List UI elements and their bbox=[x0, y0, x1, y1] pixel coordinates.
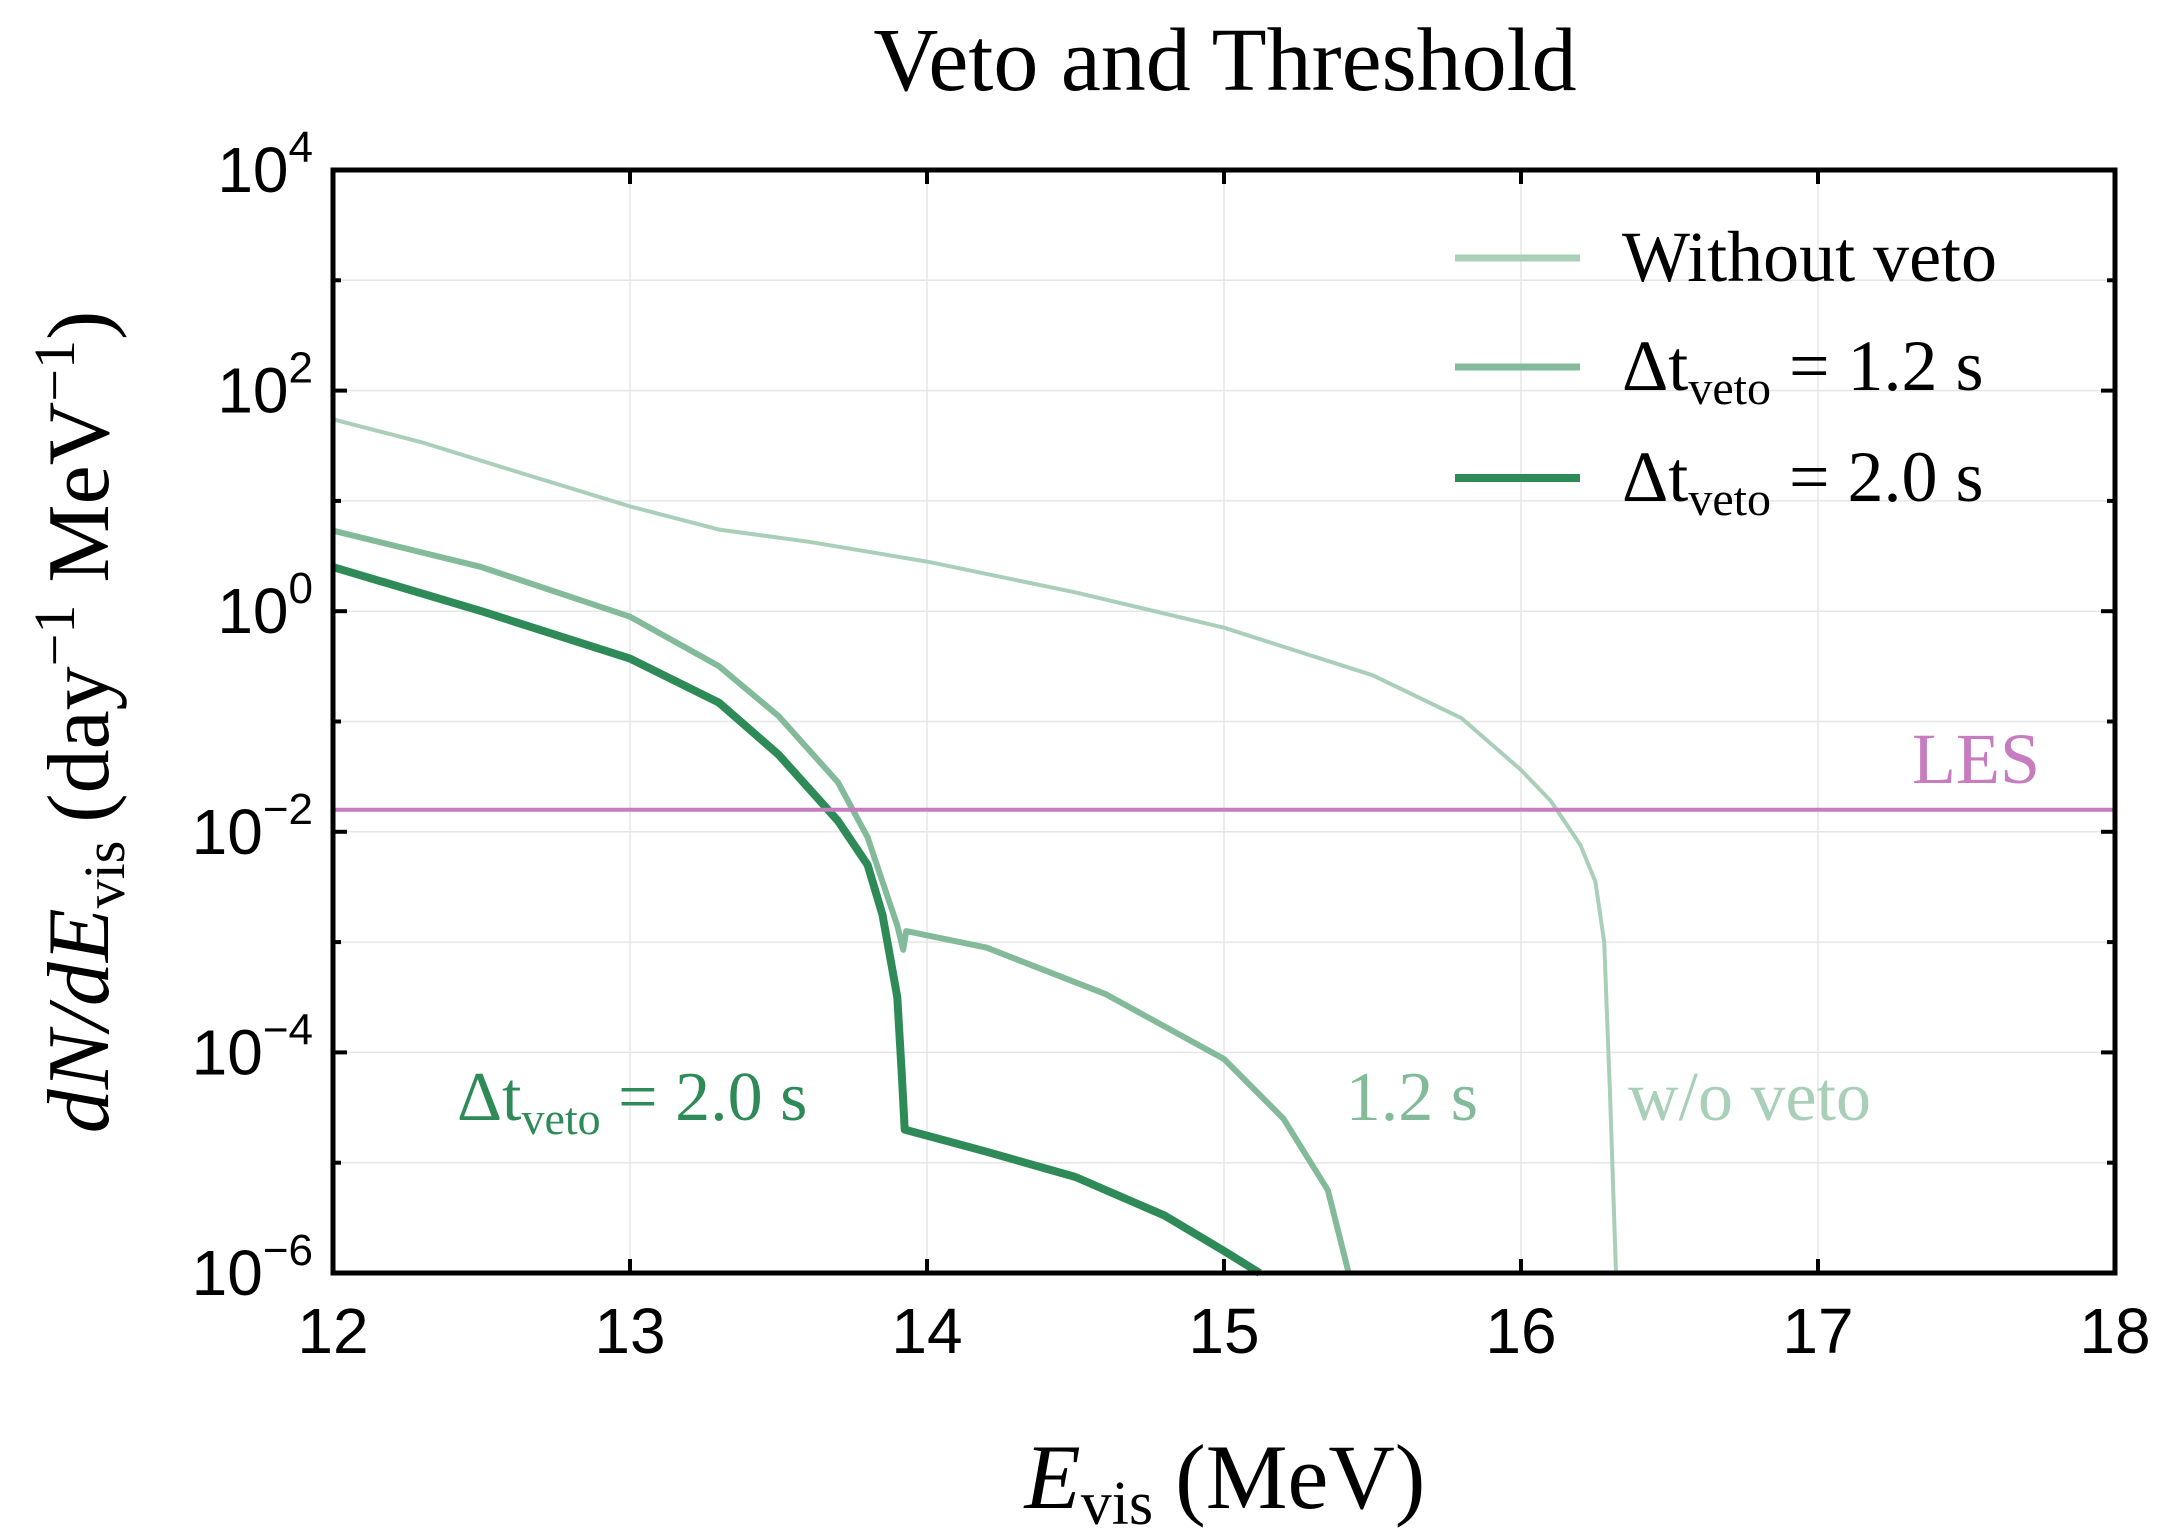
annotation-1-2: 1.2 s bbox=[1346, 1059, 1478, 1136]
annotation-dt-2-0: Δtveto = 2.0 s bbox=[457, 1059, 807, 1144]
series-line-2 bbox=[331, 563, 1262, 1277]
legend-label-without-veto: Without veto bbox=[1622, 217, 1997, 297]
x-axis-label: Evis (MeV) bbox=[1023, 1426, 1426, 1534]
x-tick-label: 12 bbox=[297, 1295, 368, 1367]
x-tick-label: 18 bbox=[2079, 1295, 2150, 1367]
x-tick-label: 16 bbox=[1485, 1295, 1556, 1367]
legend-label-dt-2-0: Δtveto = 2.0 s bbox=[1622, 437, 1984, 526]
y-tick-label: 104 bbox=[217, 123, 313, 206]
annotation-les: LES bbox=[1912, 719, 2040, 799]
x-tick-label: 13 bbox=[594, 1295, 665, 1367]
y-tick-label: 100 bbox=[217, 564, 313, 647]
y-tick-label: 10−6 bbox=[192, 1226, 313, 1309]
x-tick-label: 14 bbox=[891, 1295, 962, 1367]
y-axis-label: dN/dEvis(day−1 MeV−1) bbox=[22, 311, 137, 1134]
series-line-1 bbox=[332, 527, 1352, 1274]
y-tick-label: 10−2 bbox=[192, 785, 313, 868]
ticks bbox=[331, 168, 2117, 1275]
x-tick-label: 15 bbox=[1188, 1295, 1259, 1367]
x-tick-label: 17 bbox=[1782, 1295, 1853, 1367]
annotation-wo-veto: w/o veto bbox=[1628, 1059, 1871, 1136]
legend: Without veto Δtveto = 1.2 s Δtveto = 2.0… bbox=[1455, 217, 1997, 526]
y-tick-labels: 104 102 100 10−2 10−4 10−6 bbox=[192, 123, 313, 1309]
legend-label-dt-1-2: Δtveto = 1.2 s bbox=[1622, 326, 1984, 415]
series-line-0 bbox=[332, 417, 1618, 1274]
grid bbox=[333, 170, 2115, 1273]
series-layer bbox=[331, 417, 2115, 1277]
chart-title: Veto and Threshold bbox=[873, 11, 1576, 110]
y-tick-label: 102 bbox=[217, 344, 313, 427]
y-tick-label: 10−4 bbox=[192, 1005, 313, 1088]
x-tick-labels: 12 13 14 15 16 17 18 bbox=[297, 1295, 2150, 1367]
